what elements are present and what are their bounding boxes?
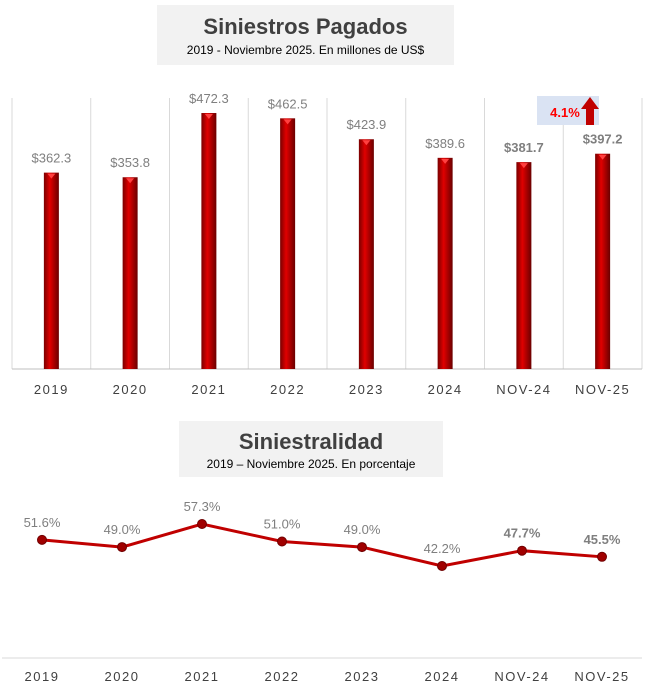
- x-tick-label: 2024: [428, 382, 463, 397]
- x-tick-label: 2019: [34, 382, 69, 397]
- data-point: [357, 542, 367, 553]
- data-point: [117, 542, 127, 553]
- x-tick-label: 2019: [25, 669, 60, 684]
- bar-value-label: $462.5: [268, 96, 308, 111]
- x-tick-label: 2024: [425, 669, 460, 684]
- bar: [201, 113, 217, 369]
- x-tick-label: 2020: [113, 382, 148, 397]
- x-tick-label: 2020: [105, 669, 140, 684]
- data-point: [197, 519, 207, 530]
- bar-value-label: $423.9: [346, 117, 386, 132]
- bar: [595, 153, 611, 369]
- point-value-label: 42.2%: [424, 541, 461, 556]
- x-tick-label: 2022: [270, 382, 305, 397]
- x-tick-label: 2023: [349, 382, 384, 397]
- bar-cap: [441, 158, 450, 164]
- point-value-label: 51.6%: [24, 515, 61, 530]
- data-point: [597, 551, 607, 562]
- data-point: [437, 560, 447, 571]
- x-tick-label: NOV-24: [494, 669, 549, 684]
- bar-cap: [519, 163, 528, 169]
- data-point: [277, 536, 287, 547]
- bar-value-label: $397.2: [583, 132, 623, 147]
- bar-chart-subtitle: 2019 - Noviembre 2025. En millones de US…: [186, 43, 425, 57]
- bar-chart-title: Siniestros Pagados: [203, 14, 408, 39]
- annotation-label: 4.1%: [550, 105, 580, 120]
- x-tick-label: 2021: [191, 382, 226, 397]
- bar-value-label: $389.6: [425, 136, 465, 151]
- bar-cap: [47, 173, 56, 179]
- bar: [43, 172, 59, 369]
- bar-value-label: $472.3: [189, 91, 229, 106]
- bar-chart-title-box: Siniestros Pagados 2019 - Noviembre 2025…: [157, 5, 454, 65]
- x-tick-label: 2023: [345, 669, 380, 684]
- x-tick-label: NOV-25: [574, 669, 629, 684]
- bar: [358, 139, 374, 369]
- point-value-label: 45.5%: [584, 532, 621, 547]
- point-value-label: 47.7%: [504, 526, 541, 541]
- bar: [122, 177, 138, 369]
- data-point: [37, 534, 47, 545]
- series-line: [41, 522, 603, 568]
- bar-cap: [204, 114, 213, 120]
- x-tick-label: NOV-24: [496, 382, 551, 397]
- point-value-label: 57.3%: [184, 499, 221, 514]
- bar: [437, 157, 453, 369]
- arrow-up-icon: [581, 97, 599, 125]
- bar-value-label: $353.8: [110, 155, 150, 170]
- line-chart-subtitle: 2019 – Noviembre 2025. En porcentaje: [206, 457, 416, 471]
- x-tick-label: 2022: [265, 669, 300, 684]
- x-tick-label: NOV-25: [575, 382, 630, 397]
- bar-cap: [283, 119, 292, 125]
- line-chart-title-box: Siniestralidad 2019 – Noviembre 2025. En…: [179, 421, 443, 477]
- bar-value-label: $362.3: [31, 151, 71, 166]
- bar: [516, 162, 532, 369]
- bar-cap: [126, 178, 135, 184]
- point-value-label: 49.0%: [344, 522, 381, 537]
- bar-value-label: $381.7: [504, 140, 544, 155]
- line-chart-title: Siniestralidad: [238, 429, 384, 454]
- bar-cap: [362, 140, 371, 146]
- data-point: [517, 545, 527, 556]
- bar: [280, 118, 296, 369]
- bar-cap: [598, 154, 607, 160]
- x-tick-label: 2021: [185, 669, 220, 684]
- point-value-label: 51.0%: [264, 517, 301, 532]
- point-value-label: 49.0%: [104, 522, 141, 537]
